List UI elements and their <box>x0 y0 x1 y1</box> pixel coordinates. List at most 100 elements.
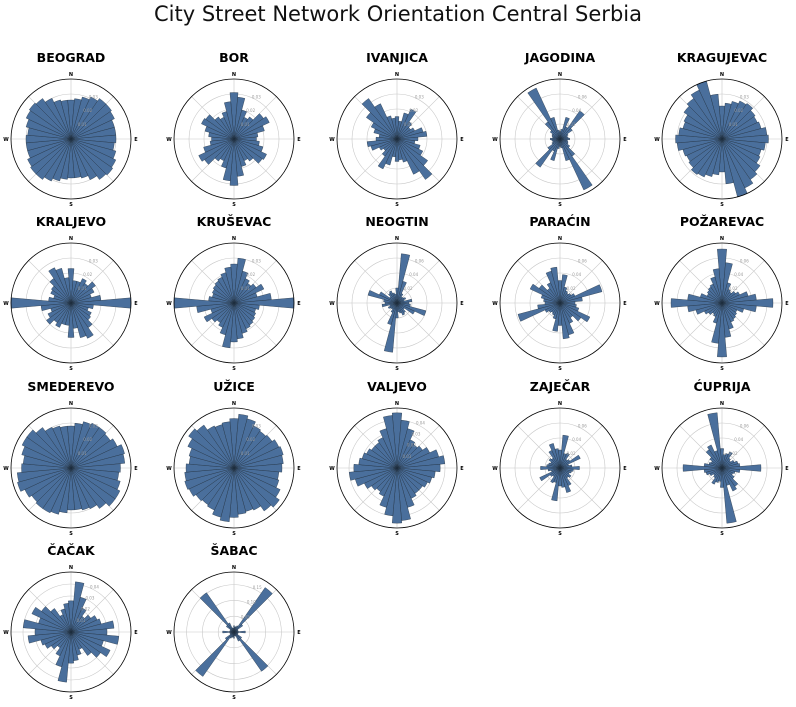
histogram-bar <box>391 117 398 140</box>
cardinal-label: N <box>69 72 73 78</box>
tick-label: 0.02 <box>734 108 743 113</box>
histogram-bar <box>27 631 72 644</box>
histogram-bar <box>713 467 723 479</box>
histogram-bar <box>233 467 272 512</box>
histogram-bar <box>559 302 570 340</box>
histogram-bar <box>46 302 72 325</box>
histogram-bar <box>721 457 731 469</box>
cardinal-label: W <box>166 466 172 472</box>
polar-frame <box>499 242 621 364</box>
histogram-bar <box>559 466 580 470</box>
histogram-bar <box>70 427 107 469</box>
histogram-bar <box>710 93 723 140</box>
tick-label: 0.02 <box>407 443 416 448</box>
histogram-bar <box>396 121 413 140</box>
histogram-bar <box>50 608 72 633</box>
cardinal-label: W <box>166 630 172 636</box>
polar-histogram: 0.02 0.04 0.06 N E S W <box>492 401 627 537</box>
tick-label: 0.06 <box>578 94 587 99</box>
tick-label: 0.02 <box>83 272 92 277</box>
histogram-bar <box>67 268 75 304</box>
histogram-bar <box>717 302 727 358</box>
histogram-bar <box>28 102 72 140</box>
cardinal-label: E <box>623 466 627 472</box>
polar-panel: ZAJEČAR 0.02 0.04 0.06 N E S W <box>485 379 635 539</box>
polar-panel: JAGODINA 0.02 0.04 0.06 N E S W <box>485 50 635 210</box>
histogram-bar <box>381 302 398 308</box>
histogram-bar <box>232 628 235 633</box>
tick-label: 0.03 <box>740 94 749 99</box>
histogram-bar <box>70 467 90 511</box>
histogram-bar <box>27 138 72 167</box>
histogram-bar <box>383 415 398 469</box>
histogram-bar <box>233 446 284 469</box>
histogram-bar <box>199 592 235 633</box>
polar-frame <box>10 78 132 200</box>
tick-label: 0.02 <box>246 108 255 113</box>
cardinal-label: W <box>3 466 9 472</box>
histogram-bar <box>70 597 87 633</box>
histogram-bar <box>721 464 762 472</box>
panel-title: KRUŠEVAC <box>196 214 272 229</box>
histogram-bar <box>721 289 731 304</box>
tick-label: 0.03 <box>415 94 424 99</box>
histogram-bar <box>367 290 398 304</box>
histogram-bar <box>548 443 561 469</box>
histogram-bar <box>550 467 561 484</box>
cardinal-label: W <box>654 301 660 307</box>
polar-panel: ČAČAK 0.01 0.02 0.03 0.04 N E S W <box>0 543 146 703</box>
tick-label: 0.03 <box>89 94 98 99</box>
tick-label: 0.04 <box>734 437 743 442</box>
cardinal-label: W <box>166 137 172 143</box>
cardinal-label: S <box>395 202 399 208</box>
histogram-bar <box>233 467 261 511</box>
histogram-bar <box>353 464 398 472</box>
cardinal-label: S <box>69 695 73 701</box>
tick-label: 0.04 <box>416 420 425 425</box>
cardinal-label: E <box>134 301 138 307</box>
histogram-bar <box>70 463 121 473</box>
panel-title: POŽAREVAC <box>679 214 765 229</box>
polar-panel: VALJEVO 0.01 0.02 0.03 0.04 N E S W <box>322 379 472 539</box>
histogram-bar <box>70 631 111 658</box>
cardinal-label: E <box>297 630 301 636</box>
histogram-bar <box>70 103 112 140</box>
histogram-bar <box>35 427 72 469</box>
histogram-bar <box>229 138 239 186</box>
histogram-bar <box>721 467 737 524</box>
cardinal-label: N <box>558 401 562 407</box>
histogram-bar <box>47 302 72 318</box>
polar-frame <box>336 78 458 200</box>
cardinal-label: N <box>395 72 399 78</box>
histogram-bar <box>711 467 723 485</box>
tick-label: 0.02 <box>404 286 413 291</box>
polar-frame <box>173 242 295 364</box>
histogram-bar <box>70 111 115 140</box>
polar-histogram: 0.01 0.02 0.03 0.04 N E S W <box>3 565 138 701</box>
panel-title: ČAČAK <box>47 543 95 558</box>
histogram-bar <box>53 99 72 140</box>
polar-histogram: 0.01 0.02 0.03 N E S W <box>329 72 464 208</box>
panel-title: KRAGUJEVAC <box>676 50 768 65</box>
tick-label: 0.06 <box>740 423 749 428</box>
histogram-bar <box>233 624 244 633</box>
tick-label: 0.01 <box>729 122 738 127</box>
histogram-bar <box>70 631 101 658</box>
histogram-bar <box>70 453 125 469</box>
cardinal-label: S <box>232 202 236 208</box>
histogram-bar <box>205 114 235 140</box>
histogram-bar <box>538 284 561 304</box>
histogram-bar <box>392 292 398 304</box>
histogram-bar <box>203 302 235 323</box>
cardinal-label: W <box>3 301 9 307</box>
cardinal-label: S <box>395 366 399 372</box>
histogram-bar <box>59 425 72 469</box>
polar-panel: UŽICE 0.01 0.02 0.03 N E S W <box>159 379 309 539</box>
histogram-bar <box>188 428 235 469</box>
cardinal-label: W <box>492 301 498 307</box>
histogram-bar <box>392 467 402 524</box>
histogram-bar <box>377 138 398 170</box>
polar-frame <box>661 407 783 529</box>
panel-title: SMEDEREVO <box>27 379 115 394</box>
histogram-bar <box>233 138 267 160</box>
